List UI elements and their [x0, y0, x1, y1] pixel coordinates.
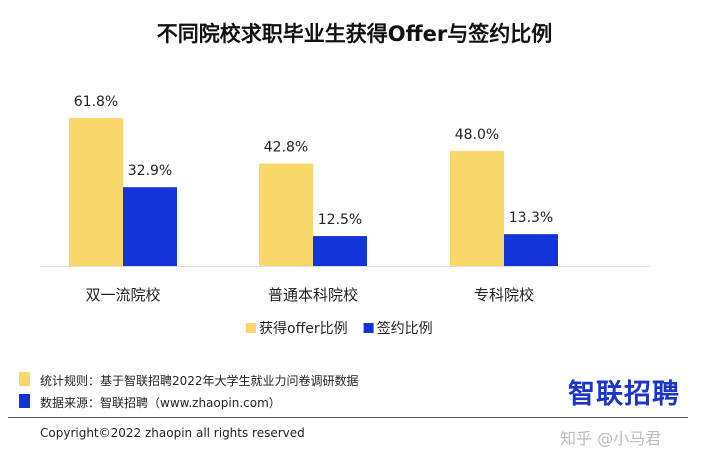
legend-label: 签约比例 [377, 320, 433, 337]
legend-swatch [246, 323, 256, 333]
data-label: 42.8% [264, 140, 308, 156]
source-text: 数据来源：智联招聘（www.zhaopin.com） [40, 396, 281, 410]
data-label: 12.5% [318, 212, 362, 228]
rule-swatch [19, 372, 30, 386]
category-label: 专科院校 [474, 286, 534, 304]
copyright-text: Copyright©2022 zhaopin all rights reserv… [40, 426, 305, 440]
category-label: 普通本科院校 [268, 286, 358, 304]
footer-divider [8, 417, 688, 418]
bar-offer [450, 151, 504, 266]
legend-label: 获得offer比例 [259, 320, 348, 337]
bar-signed [504, 234, 558, 266]
data-label: 61.8% [74, 94, 118, 110]
source-swatch [19, 394, 30, 408]
data-label: 48.0% [455, 127, 499, 143]
bar-offer [69, 118, 123, 266]
bar-signed [313, 236, 367, 266]
data-label: 32.9% [128, 163, 172, 179]
watermark: 知乎 @小马君 [560, 429, 662, 448]
bar-signed [123, 187, 177, 266]
data-label: 13.3% [509, 210, 553, 226]
bar-chart: 61.8% 32.9% 双一流院校 42.8% 12.5% 普通本科院校 48.0% 13.3… [40, 94, 650, 337]
category-label: 双一流院校 [85, 286, 160, 304]
bar-offer [259, 163, 313, 266]
rule-text: 统计规则：基于智联招聘2022年大学生就业力问卷调研数据 [40, 374, 359, 388]
chart-title: 不同院校求职毕业生获得Offer与签约比例 [156, 22, 553, 46]
zhaopin-logo: 智联招聘 [568, 379, 680, 410]
legend-swatch [363, 323, 374, 333]
